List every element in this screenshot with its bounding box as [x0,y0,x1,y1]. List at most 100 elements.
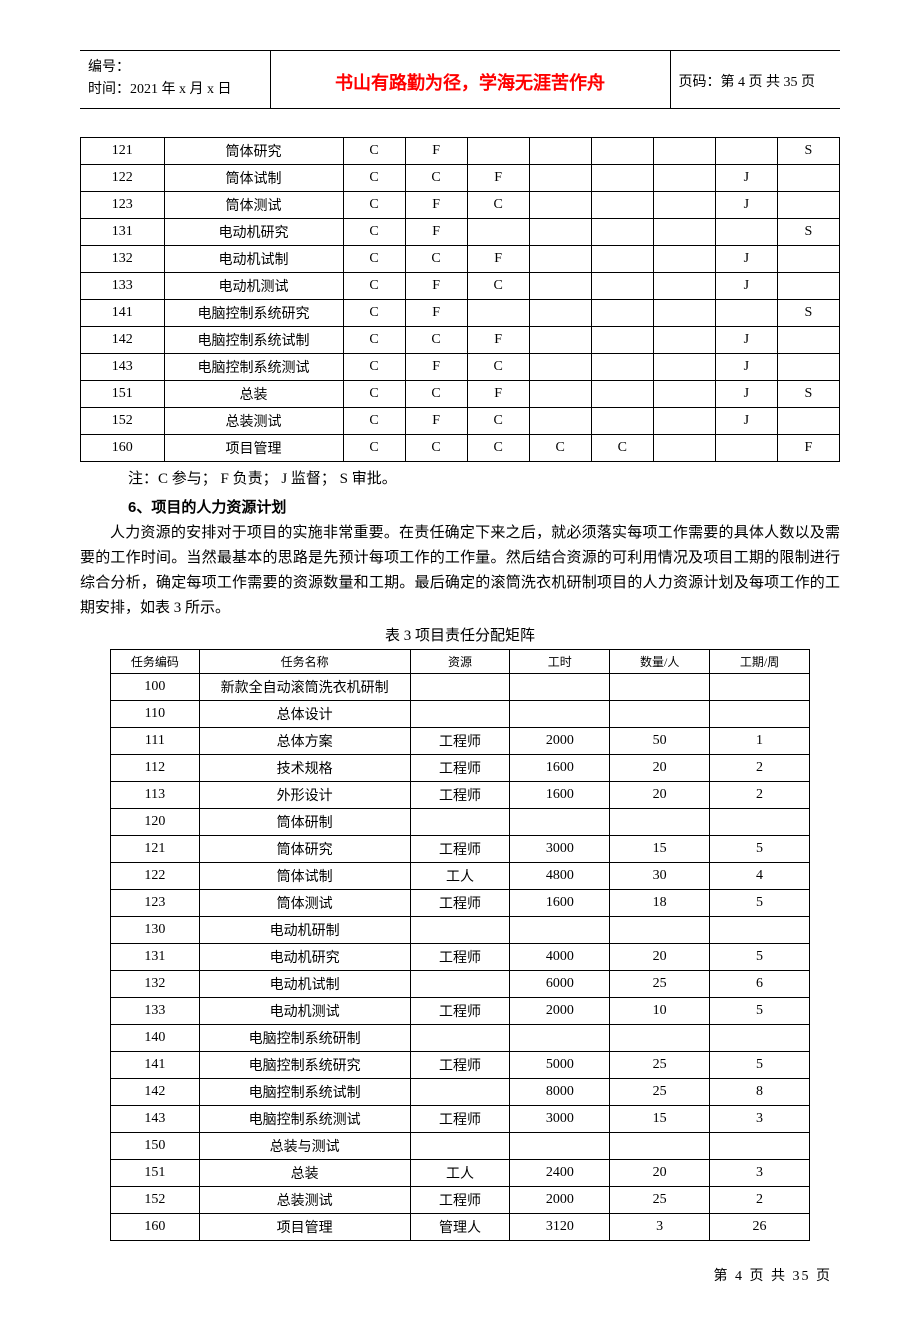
table-cell: 总装 [164,380,343,407]
table-cell: 20 [610,944,710,971]
table-cell: 5 [710,998,810,1025]
table-row: 152总装测试工程师2000252 [111,1187,810,1214]
table-cell: 131 [111,944,200,971]
table-cell [653,407,715,434]
table-cell: 3000 [510,1106,610,1133]
table-cell [715,137,777,164]
table-cell: 30 [610,863,710,890]
table-cell: 电脑控制系统研制 [199,1025,410,1052]
page: 编号： 时间：2021 年 x 月 x 日 书山有路勤为径，学海无涯苦作舟 页码… [0,0,920,1325]
table-cell: S [777,218,839,245]
table-row: 123筒体测试工程师1600185 [111,890,810,917]
table-cell [410,1025,510,1052]
table-cell [777,326,839,353]
table-cell: 工程师 [410,728,510,755]
table-cell [653,380,715,407]
time-label: 时间：2021 年 x 月 x 日 [88,79,262,101]
table-cell: 筒体研究 [199,836,410,863]
table-row: 122筒体试制工人4800304 [111,863,810,890]
table-cell: 筒体测试 [164,191,343,218]
table-cell: J [715,407,777,434]
paragraph-text: 人力资源的安排对于项目的实施非常重要。在责任确定下来之后，就必须落实每项工作需要… [80,521,840,620]
table-cell [653,299,715,326]
table-row: 121筒体研究CFS [81,137,840,164]
table-cell: 121 [111,836,200,863]
table-cell [653,218,715,245]
table-cell [653,353,715,380]
table-cell: 111 [111,728,200,755]
table-cell [529,137,591,164]
table-row: 151总装CCFJS [81,380,840,407]
table-row: 133电动机测试CFCJ [81,272,840,299]
table-cell: 6 [710,971,810,998]
table-row: 121筒体研究工程师3000155 [111,836,810,863]
table-cell [591,164,653,191]
table-cell: 5 [710,1052,810,1079]
table-cell: 122 [111,863,200,890]
table-cell: 160 [81,434,165,461]
table-cell: C [343,434,405,461]
table-cell: 8000 [510,1079,610,1106]
table-cell: 项目管理 [164,434,343,461]
table-cell: 电动机试制 [164,245,343,272]
table-cell [710,674,810,701]
table-cell [610,701,710,728]
table-cell: 2 [710,782,810,809]
table-row: 122筒体试制CCFJ [81,164,840,191]
table-cell: 5 [710,836,810,863]
table-cell: 工程师 [410,944,510,971]
table-cell [529,299,591,326]
table-cell [777,272,839,299]
table-cell: C [343,191,405,218]
table-row: 132电动机试制6000256 [111,971,810,998]
table-cell [591,299,653,326]
table-cell: 25 [610,1079,710,1106]
table-cell [529,218,591,245]
table-cell: 131 [81,218,165,245]
table-cell: 工程师 [410,782,510,809]
table-cell: F [467,380,529,407]
table-cell [510,701,610,728]
table-cell: J [715,380,777,407]
table-cell [777,164,839,191]
table-cell: 电动机研究 [199,944,410,971]
table-cell [467,218,529,245]
table-cell: 160 [111,1214,200,1241]
table-cell: 132 [111,971,200,998]
table-row: 151总装工人2400203 [111,1160,810,1187]
table-cell: 20 [610,782,710,809]
table-cell: C [405,380,467,407]
table-cell: C [405,434,467,461]
table-cell: 122 [81,164,165,191]
table-cell: 142 [81,326,165,353]
table-cell: C [529,434,591,461]
table-row: 131电动机研究工程师4000205 [111,944,810,971]
table-cell: J [715,245,777,272]
table-row: 160项目管理CCCCCF [81,434,840,461]
table-cell: 总装与测试 [199,1133,410,1160]
table-cell: C [343,326,405,353]
table-row: 123筒体测试CFCJ [81,191,840,218]
table-cell: 外形设计 [199,782,410,809]
page-label: 页码：第 4 页 共 35 页 [679,75,816,90]
table-cell: F [467,245,529,272]
table-row: 120筒体研制 [111,809,810,836]
table-row: 150总装与测试 [111,1133,810,1160]
table-header-cell: 数量/人 [610,650,710,674]
table-cell: 10 [610,998,710,1025]
table-cell [529,164,591,191]
table-cell: 25 [610,1187,710,1214]
table-row: 160项目管理管理人3120326 [111,1214,810,1241]
table-cell: 电脑控制系统测试 [199,1106,410,1133]
table-cell [653,245,715,272]
table-cell: 123 [111,890,200,917]
table-cell: 112 [111,755,200,782]
table-cell: F [405,137,467,164]
table-cell: 150 [111,1133,200,1160]
table-cell: 电动机试制 [199,971,410,998]
table-cell [710,1133,810,1160]
table-cell: 电脑控制系统试制 [164,326,343,353]
table-cell: 133 [81,272,165,299]
table-cell [715,218,777,245]
table-cell: J [715,164,777,191]
